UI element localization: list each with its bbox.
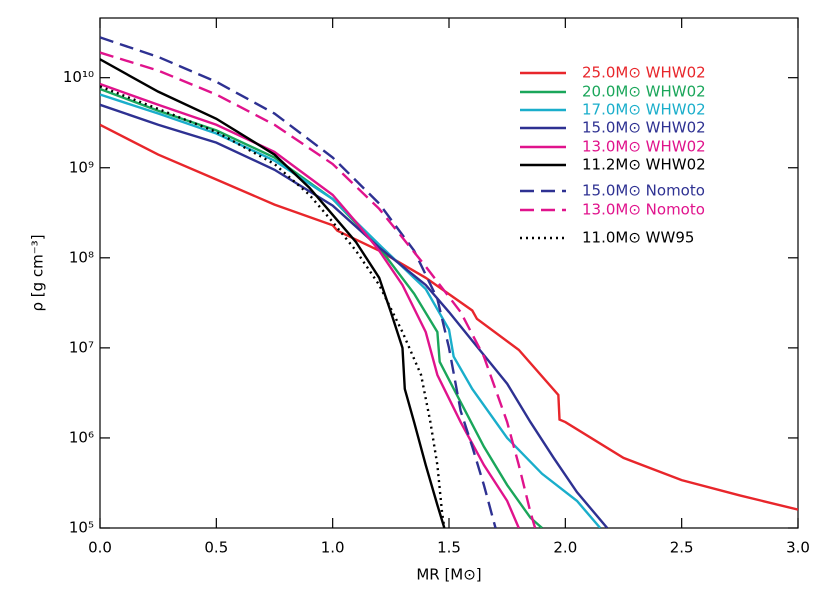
series-line (100, 51, 537, 528)
y-tick-label: 10⁶ (69, 428, 94, 446)
series-line (100, 123, 798, 511)
y-tick-label: 10⁷ (69, 338, 94, 356)
y-tick-label: 10⁵ (69, 519, 94, 537)
legend-label: 15.0M⊙ Nomoto (582, 182, 705, 200)
x-tick-label: 1.0 (321, 539, 345, 557)
x-tick-label: 2.5 (670, 539, 694, 557)
series-line (100, 82, 520, 528)
legend-label: 11.0M⊙ WW95 (582, 229, 694, 247)
x-tick-label: 3.0 (786, 539, 810, 557)
legend-label: 11.2M⊙ WHW02 (582, 156, 706, 174)
x-tick-label: 2.0 (553, 539, 577, 557)
y-tick-label: 10⁸ (69, 248, 94, 266)
x-tick-label: 0.0 (88, 539, 112, 557)
y-tick-label: 10⁹ (69, 158, 94, 176)
series-line (100, 85, 446, 528)
plot-lines (100, 36, 798, 528)
series-line (100, 93, 602, 528)
y-tick-label: 10¹⁰ (63, 68, 94, 86)
legend-label: 20.0M⊙ WHW02 (582, 83, 706, 101)
legend-label: 17.0M⊙ WHW02 (582, 101, 706, 119)
legend-label: 13.0M⊙ Nomoto (582, 201, 705, 219)
legend-label: 13.0M⊙ WHW02 (582, 138, 706, 156)
series-line (100, 58, 446, 528)
series-line (100, 87, 543, 528)
series-line (100, 103, 609, 528)
legend-label: 25.0M⊙ WHW02 (582, 64, 706, 82)
x-tick-label: 0.5 (204, 539, 228, 557)
legend-label: 15.0M⊙ WHW02 (582, 119, 706, 137)
x-tick-label: 1.5 (437, 539, 461, 557)
y-axis-label: ρ [g cm⁻³] (29, 234, 47, 311)
x-axis-label: MR [M⊙] (416, 566, 481, 584)
